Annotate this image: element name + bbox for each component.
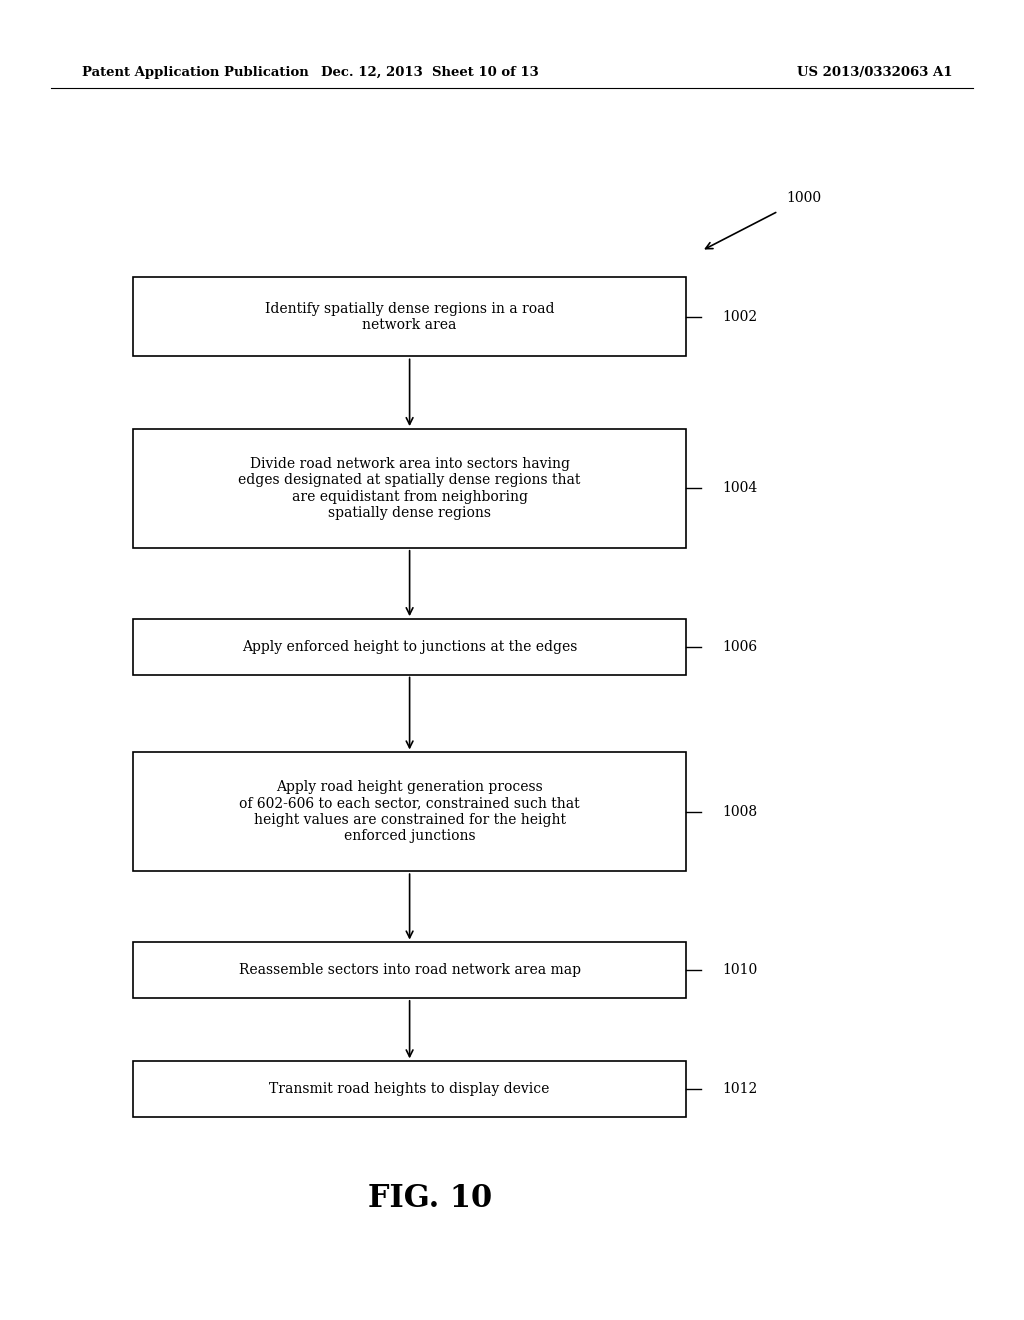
Bar xyxy=(133,1061,686,1117)
Text: 1012: 1012 xyxy=(722,1082,757,1096)
Text: Divide road network area into sectors having
edges designated at spatially dense: Divide road network area into sectors ha… xyxy=(239,457,581,520)
Text: US 2013/0332063 A1: US 2013/0332063 A1 xyxy=(797,66,952,78)
Text: 1006: 1006 xyxy=(722,640,757,653)
Text: Apply road height generation process
of 602-606 to each sector, constrained such: Apply road height generation process of … xyxy=(240,780,580,843)
Text: 1000: 1000 xyxy=(786,190,821,205)
Text: Transmit road heights to display device: Transmit road heights to display device xyxy=(269,1082,550,1096)
Bar xyxy=(133,752,686,871)
Text: 1002: 1002 xyxy=(722,310,757,323)
Text: Dec. 12, 2013  Sheet 10 of 13: Dec. 12, 2013 Sheet 10 of 13 xyxy=(322,66,539,78)
Text: 1008: 1008 xyxy=(722,805,757,818)
Text: Patent Application Publication: Patent Application Publication xyxy=(82,66,308,78)
Text: Identify spatially dense regions in a road
network area: Identify spatially dense regions in a ro… xyxy=(265,302,554,331)
Bar xyxy=(133,942,686,998)
Text: 1010: 1010 xyxy=(722,964,757,977)
Text: 1004: 1004 xyxy=(722,482,757,495)
Text: Apply enforced height to junctions at the edges: Apply enforced height to junctions at th… xyxy=(242,640,578,653)
Text: Reassemble sectors into road network area map: Reassemble sectors into road network are… xyxy=(239,964,581,977)
Text: FIG. 10: FIG. 10 xyxy=(368,1183,493,1214)
Bar xyxy=(133,619,686,675)
Bar xyxy=(133,429,686,548)
Bar xyxy=(133,277,686,356)
